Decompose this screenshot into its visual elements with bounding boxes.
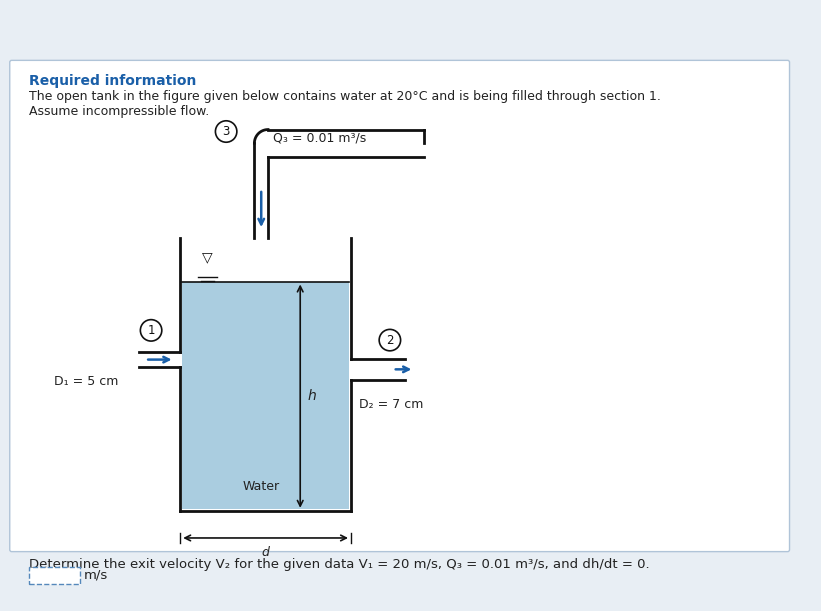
Text: D₁ = 5 cm: D₁ = 5 cm bbox=[53, 375, 118, 387]
Text: The open tank in the figure given below contains water at 20°C and is being fill: The open tank in the figure given below … bbox=[30, 90, 661, 103]
Circle shape bbox=[215, 121, 236, 142]
Text: Determine the exit velocity V₂ for the given data V₁ = 20 m/s, Q₃ = 0.01 m³/s, a: Determine the exit velocity V₂ for the g… bbox=[30, 558, 650, 571]
Text: m/s: m/s bbox=[84, 569, 108, 582]
Circle shape bbox=[140, 320, 162, 341]
Text: h: h bbox=[307, 389, 316, 403]
Text: 2: 2 bbox=[386, 334, 393, 346]
Text: d: d bbox=[262, 546, 269, 559]
Text: Q₃ = 0.01 m³/s: Q₃ = 0.01 m³/s bbox=[273, 132, 366, 145]
Text: Required information: Required information bbox=[30, 74, 196, 88]
Circle shape bbox=[379, 329, 401, 351]
Text: ▽: ▽ bbox=[202, 250, 213, 264]
Text: 1: 1 bbox=[147, 324, 155, 337]
Text: D₂ = 7 cm: D₂ = 7 cm bbox=[359, 398, 423, 411]
Text: Assume incompressible flow.: Assume incompressible flow. bbox=[30, 105, 209, 118]
Text: Water: Water bbox=[242, 480, 279, 493]
FancyBboxPatch shape bbox=[30, 567, 80, 584]
Bar bbox=[182, 282, 349, 509]
FancyBboxPatch shape bbox=[10, 60, 790, 552]
Text: 3: 3 bbox=[222, 125, 230, 138]
